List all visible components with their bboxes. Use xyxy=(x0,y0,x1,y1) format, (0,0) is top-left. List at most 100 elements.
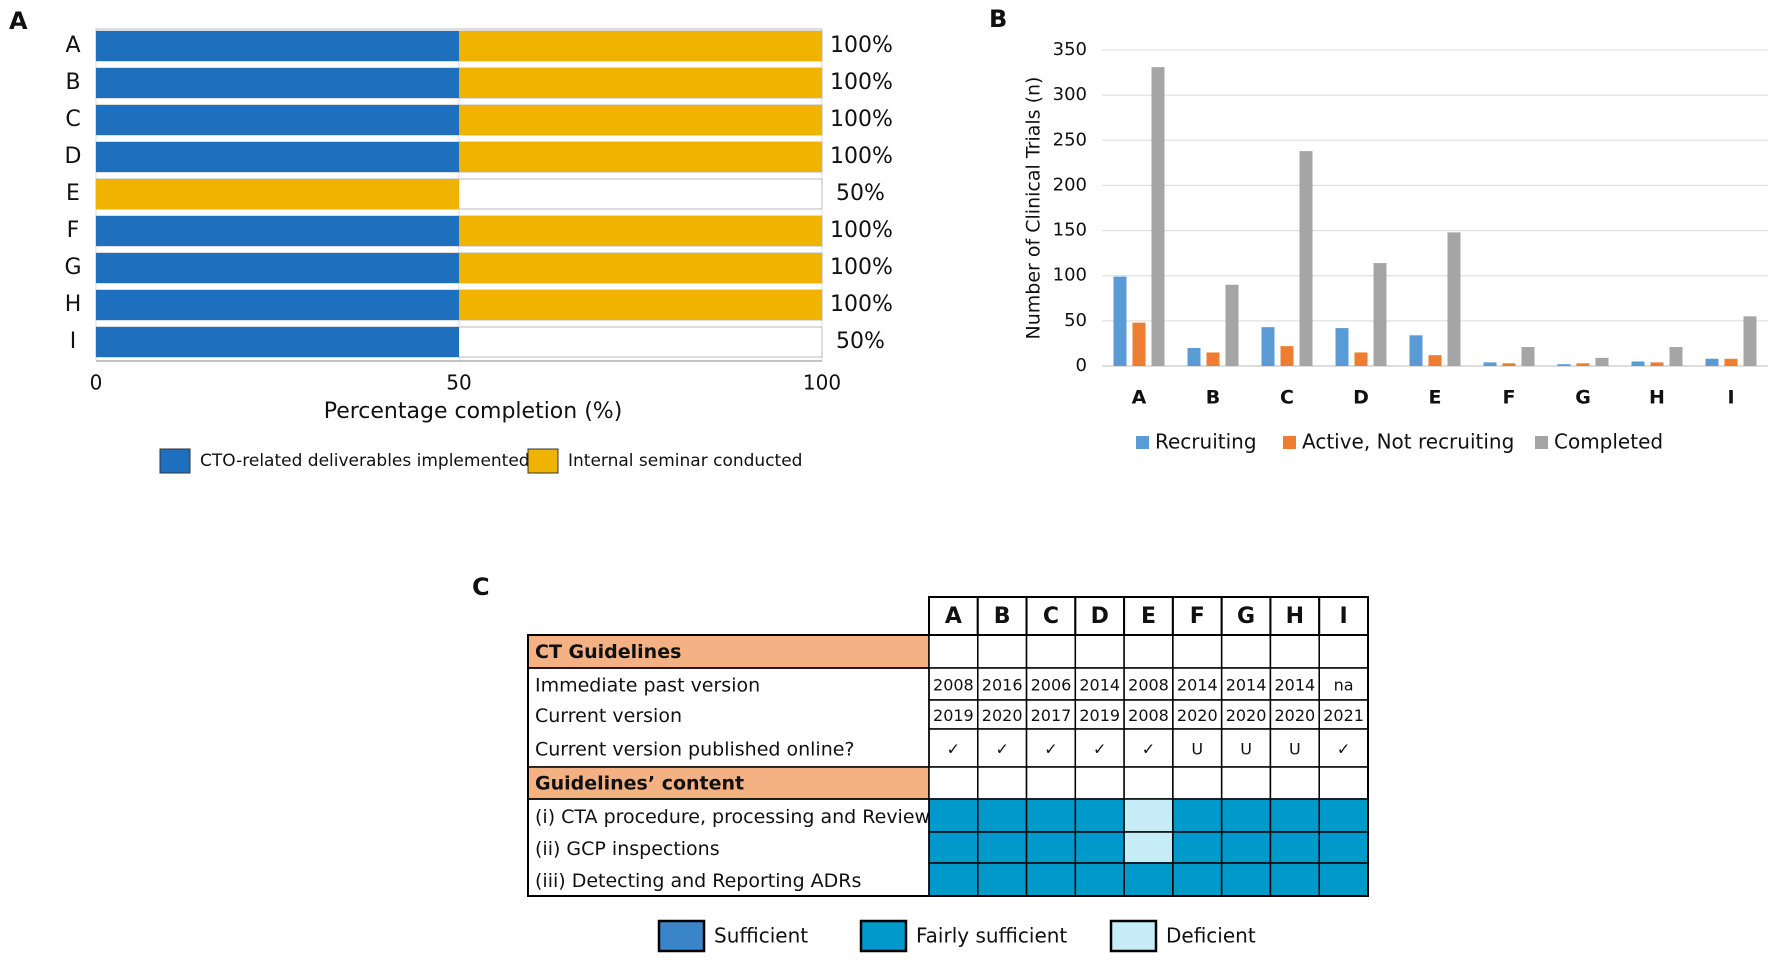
bar-segment xyxy=(459,31,822,61)
bar-segment xyxy=(96,31,459,61)
section-header xyxy=(527,766,930,800)
header-cell xyxy=(1269,596,1321,636)
bar xyxy=(1132,322,1146,366)
row-label: (iii) Detecting and Reporting ADRs xyxy=(535,870,861,892)
row-label: Current version published online? xyxy=(535,739,855,761)
cell-text: U xyxy=(1240,740,1252,759)
bar xyxy=(1428,355,1442,366)
bar xyxy=(1113,276,1127,366)
cell xyxy=(977,667,1028,701)
column-header: C xyxy=(1043,604,1059,629)
cell-text: 2020 xyxy=(1274,706,1315,725)
x-tick-label: B xyxy=(1206,387,1220,409)
row-label: Current version xyxy=(535,705,682,727)
cell-text: 2016 xyxy=(982,676,1023,695)
row-label: Immediate past version xyxy=(535,675,760,697)
column-header: E xyxy=(1141,604,1156,629)
y-tick-label: 100 xyxy=(1053,265,1087,286)
cell-text: 2020 xyxy=(1177,706,1218,725)
cell xyxy=(1220,728,1272,768)
bar-segment xyxy=(459,68,822,98)
y-tick-label: G xyxy=(64,255,81,280)
empty-cell xyxy=(1123,634,1174,669)
status-cell xyxy=(1123,862,1174,897)
header-cell xyxy=(1318,596,1369,636)
column-header: G xyxy=(1237,604,1255,629)
empty-cell xyxy=(1025,634,1077,669)
y-tick-label: 350 xyxy=(1053,39,1087,60)
cell-text: 2008 xyxy=(933,676,974,695)
status-cell xyxy=(928,798,979,833)
cell-text: 2008 xyxy=(1128,706,1169,725)
y-tick-label: E xyxy=(66,181,80,206)
y-tick-label: B xyxy=(65,70,80,95)
empty-cell xyxy=(977,634,1028,669)
x-tick-label: I xyxy=(1727,387,1734,409)
status-cell xyxy=(977,831,1028,864)
bar xyxy=(1631,361,1645,366)
total-label: 50% xyxy=(836,181,885,206)
legend-swatch xyxy=(1109,919,1158,953)
total-label: 100% xyxy=(830,144,893,169)
status-cell xyxy=(1172,798,1223,833)
x-tick-label: C xyxy=(1280,387,1294,409)
cell xyxy=(1074,699,1125,730)
bar-segment xyxy=(459,142,822,172)
bar xyxy=(1299,151,1313,366)
cell-text: 2020 xyxy=(982,706,1023,725)
bar-segment xyxy=(459,253,822,283)
legend-label: Active, Not recruiting xyxy=(1302,430,1514,454)
legend-swatch xyxy=(527,448,559,474)
cell-text: ✓ xyxy=(995,740,1008,759)
table-border xyxy=(527,634,1369,897)
legend-label: Fairly sufficient xyxy=(916,924,1067,948)
bar xyxy=(1650,362,1664,366)
status-cell xyxy=(1123,798,1174,833)
bar xyxy=(1576,363,1590,366)
empty-cell xyxy=(1318,766,1369,800)
x-tick-label: H xyxy=(1649,387,1665,409)
bar-segment xyxy=(96,142,459,172)
status-cell xyxy=(1074,831,1125,864)
status-cell xyxy=(1318,798,1369,833)
panel-label: C xyxy=(472,573,490,601)
cell-text: na xyxy=(1334,676,1354,695)
legend-label: Internal seminar conducted xyxy=(568,451,802,471)
bar xyxy=(1206,352,1220,366)
cell-text: ✓ xyxy=(1142,740,1155,759)
section-title: Guidelines’ content xyxy=(535,773,744,795)
cell xyxy=(928,667,979,701)
header-cell xyxy=(1074,596,1126,636)
bar xyxy=(1261,327,1275,366)
row-label: (ii) GCP inspections xyxy=(535,838,720,860)
column-header: F xyxy=(1190,604,1205,629)
total-label: 100% xyxy=(830,107,893,132)
legend-swatch xyxy=(159,448,191,474)
legend-label: Completed xyxy=(1554,430,1663,454)
row-label: (i) CTA procedure, processing and Review xyxy=(535,806,930,828)
x-tick-label: A xyxy=(1132,387,1147,409)
y-tick-label: H xyxy=(65,292,82,317)
cell-text: U xyxy=(1289,740,1301,759)
column-header: B xyxy=(994,604,1011,629)
status-cell xyxy=(1123,831,1174,864)
empty-cell xyxy=(1172,766,1223,800)
y-tick-label: 200 xyxy=(1053,174,1087,195)
empty-cell xyxy=(1025,766,1077,800)
legend-swatch xyxy=(657,919,706,953)
column-header: A xyxy=(945,604,962,629)
column-header: D xyxy=(1091,604,1109,629)
x-tick-label: F xyxy=(1503,387,1516,409)
bar xyxy=(1335,328,1349,366)
bar-segment xyxy=(96,105,459,135)
total-label: 100% xyxy=(830,33,893,58)
status-cell xyxy=(1074,798,1125,833)
legend-swatch xyxy=(1535,436,1548,449)
y-tick-label: 150 xyxy=(1053,220,1087,241)
status-cell xyxy=(1025,862,1077,897)
bar xyxy=(1373,263,1387,366)
empty-cell xyxy=(1269,766,1320,800)
empty-cell xyxy=(1172,634,1223,669)
cell-text: 2006 xyxy=(1031,676,1072,695)
